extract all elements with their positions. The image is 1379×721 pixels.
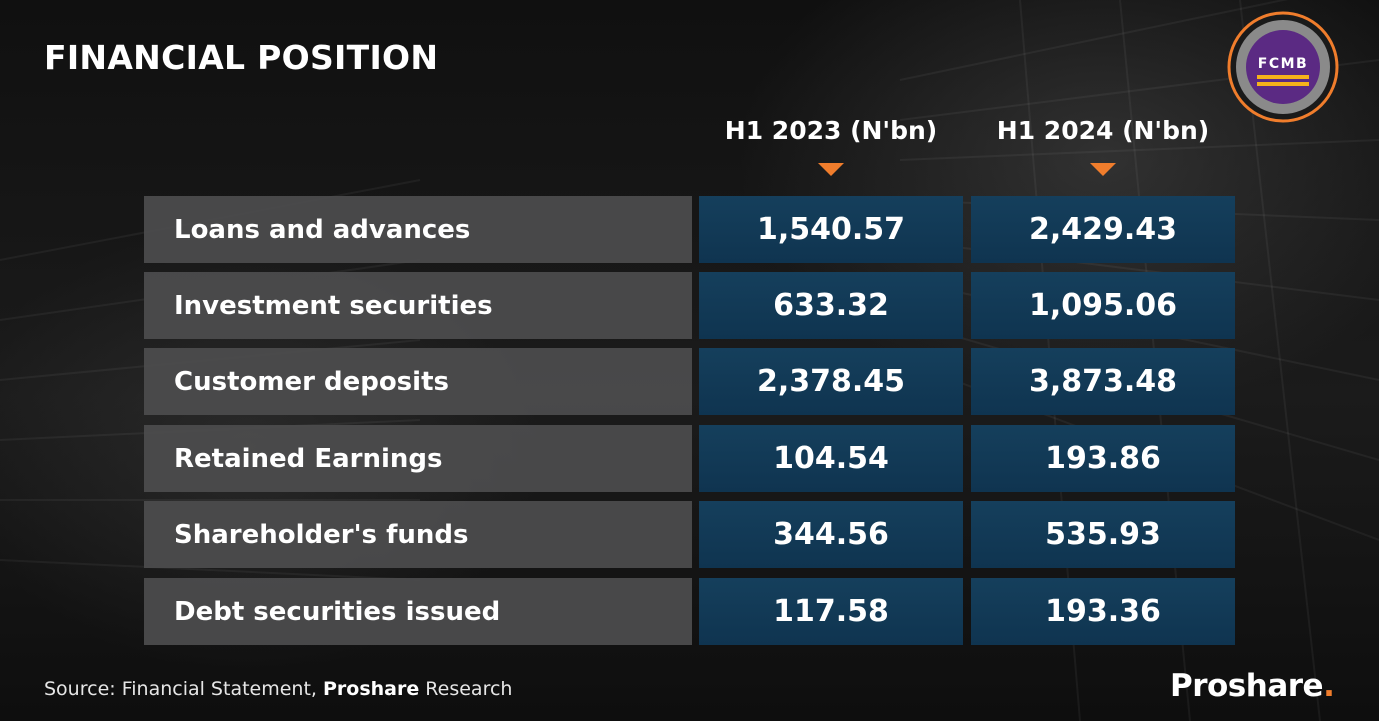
value-cell-h1-2023: 344.56 bbox=[699, 501, 963, 568]
source-prefix: Source: Financial Statement, bbox=[44, 678, 323, 700]
brand-name: Proshare bbox=[1170, 668, 1324, 704]
row-label: Loans and advances bbox=[144, 196, 692, 263]
value-cell-h1-2024: 3,873.48 bbox=[971, 348, 1235, 415]
value-cell-h1-2024: 2,429.43 bbox=[971, 196, 1235, 263]
down-arrow-icon bbox=[818, 163, 844, 176]
logo-text: FCMB bbox=[1258, 56, 1308, 72]
value-cell-h1-2023: 1,540.57 bbox=[699, 196, 963, 263]
down-arrow-icon bbox=[1090, 163, 1116, 176]
row-label: Shareholder's funds bbox=[144, 501, 692, 568]
fcmb-logo: FCMB bbox=[1227, 11, 1339, 123]
value-cell-h1-2023: 633.32 bbox=[699, 272, 963, 339]
value-cell-h1-2024: 193.86 bbox=[971, 425, 1235, 492]
value-cell-h1-2024: 535.93 bbox=[971, 501, 1235, 568]
row-label: Debt securities issued bbox=[144, 578, 692, 645]
value-cell-h1-2024: 1,095.06 bbox=[971, 272, 1235, 339]
proshare-logo: Proshare. bbox=[1170, 668, 1335, 704]
source-note: Source: Financial Statement, Proshare Re… bbox=[44, 678, 512, 700]
source-suffix: Research bbox=[419, 678, 513, 700]
value-cell-h1-2023: 104.54 bbox=[699, 425, 963, 492]
column-header-h1-2024: H1 2024 (N'bn) bbox=[996, 116, 1210, 145]
row-label: Investment securities bbox=[144, 272, 692, 339]
row-label: Retained Earnings bbox=[144, 425, 692, 492]
brand-dot: . bbox=[1323, 668, 1335, 704]
page-title: FINANCIAL POSITION bbox=[44, 38, 439, 77]
value-cell-h1-2023: 117.58 bbox=[699, 578, 963, 645]
column-header-h1-2023: H1 2023 (N'bn) bbox=[724, 116, 938, 145]
value-cell-h1-2023: 2,378.45 bbox=[699, 348, 963, 415]
value-cell-h1-2024: 193.36 bbox=[971, 578, 1235, 645]
row-label: Customer deposits bbox=[144, 348, 692, 415]
source-bold: Proshare bbox=[323, 678, 420, 700]
